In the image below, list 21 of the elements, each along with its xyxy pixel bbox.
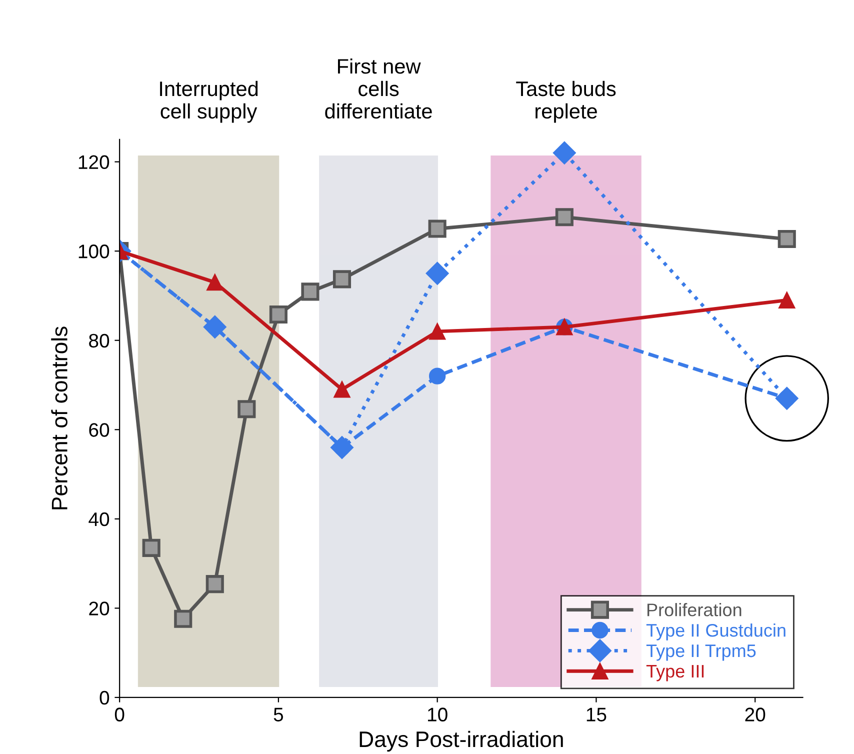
legend-label: Proliferation bbox=[647, 603, 742, 616]
y-axis-title: Percent of controls bbox=[51, 326, 68, 510]
y-tick-label: 80 bbox=[89, 334, 110, 348]
x-tick-label: 5 bbox=[274, 708, 284, 722]
legend-label: Type III bbox=[646, 665, 704, 682]
y-tick-label: 20 bbox=[89, 602, 110, 616]
legend-label: Type II Gustducin bbox=[646, 623, 786, 640]
x-axis-title: Days Post-irradiation bbox=[360, 730, 563, 752]
x-tick-label: 20 bbox=[745, 708, 766, 722]
band-label: Taste buds replete bbox=[516, 80, 616, 123]
y-tick-label: 40 bbox=[88, 512, 110, 526]
legend-label: Type II Trpm5 bbox=[646, 644, 756, 661]
y-tick-label: 60 bbox=[89, 423, 110, 437]
y-tick-label: 100 bbox=[78, 244, 110, 258]
x-tick-label: 0 bbox=[114, 708, 124, 722]
y-tick-label: 0 bbox=[100, 690, 110, 705]
y-tick-label: 120 bbox=[78, 155, 110, 170]
x-tick-label: 10 bbox=[428, 708, 448, 722]
x-tick-label: 15 bbox=[586, 708, 606, 722]
band-label: Interrupted cell supply bbox=[160, 80, 258, 123]
band-label: First new cells differentiate bbox=[325, 58, 432, 119]
